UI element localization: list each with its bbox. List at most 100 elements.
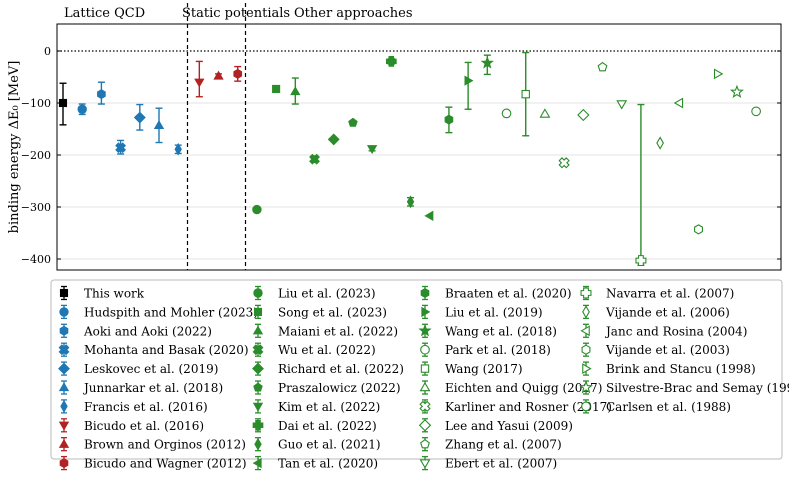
data-point-marker [97,89,106,100]
data-point-group [521,51,530,137]
legend-marker [578,380,594,394]
legend-entry: Brown and Orginos (2012) [58,437,246,452]
data-point-group [327,133,340,146]
data-point-group [694,224,703,235]
legend-label: Junnarkar et al. (2018) [82,381,223,395]
legend-label: Leskovec et al. (2019) [84,362,218,376]
group-label: Lattice QCD [64,6,145,21]
legend-label: Bicudo et al. (2016) [84,419,204,433]
legend-label: Lee and Yasui (2009) [445,419,573,433]
legend-label: Kim et al. (2022) [278,400,380,414]
y-axis: 0 −100 −200 −300 −400 [21,45,781,266]
group-label: Other approaches [294,6,413,21]
legend-marker [58,362,70,375]
data-point-marker [577,108,590,122]
data-point-marker [464,75,474,86]
legend-entry: Francis et al. (2016) [60,399,208,414]
data-point-group [673,97,684,109]
grid-lines [57,50,781,260]
data-point-marker [673,97,684,109]
group-label: Static potentials [182,6,290,21]
legend-marker [580,325,590,337]
legend-marker [58,382,70,392]
data-point-marker [694,224,703,235]
legend-label: Mohanta and Basak (2020) [84,343,249,357]
legend-label: Francis et al. (2016) [84,400,208,414]
legend-marker [253,307,263,316]
data-point-group [174,142,182,156]
data-point-group [97,81,106,105]
data-point-marker [656,136,664,150]
data-point-marker [501,108,512,119]
legend-entry: Eichten and Quigg (2017) [419,380,602,395]
y-tick-label: −300 [21,201,51,214]
legend-label: Carlsen et al. (1988) [606,400,731,414]
y-tick-label: 0 [44,45,51,58]
legend-label: Dai et al. (2022) [278,419,377,433]
legend-entry: Hudspith and Mohler (2023) [59,304,258,319]
legend-label: Brown and Orginos (2012) [84,438,246,452]
legend-marker [420,439,430,449]
legend-entry: Carlsen et al. (1988) [581,399,731,414]
legend-label: Brink and Stancu (1998) [606,362,756,376]
legend-label: Ebert et al. (2007) [445,457,557,471]
legend-entry: This work [59,285,145,301]
data-point-group [115,139,127,155]
data-point-group [444,106,454,134]
legend-marker [253,288,263,298]
legend-entry: Vijande et al. (2003) [581,342,730,357]
legend-entry: Wang et al. (2018) [418,323,557,338]
data-point-marker [366,145,378,155]
legend-marker [581,344,591,355]
legend-marker [252,402,264,412]
legend-label: Bicudo and Wagner (2012) [84,457,247,471]
data-point-marker [713,68,724,80]
legend-label: Tan et al. (2020) [278,457,378,471]
legend-marker [421,306,431,318]
data-point-group [252,204,262,215]
data-point-group [133,103,146,131]
legend-marker [420,364,430,373]
legend-entry: Zhang et al. (2007) [420,437,562,452]
legend-entry: Karliner and Rosner (2017) [419,399,612,414]
legend-label: Richard et al. (2022) [278,362,404,376]
legend-marker [58,421,70,431]
legend-marker [59,325,69,336]
legend-marker [418,323,432,337]
group-separators: Lattice QCD Static potentials Other approa… [64,3,413,270]
data-point-group [558,157,570,169]
y-tick-label: −200 [21,149,51,162]
data-point-group [464,61,474,110]
legend-label: Park et al. (2018) [445,343,551,357]
legend-marker [420,288,430,298]
data-point-group [424,210,434,222]
data-point-group [385,56,397,67]
plot-area-group [56,23,782,271]
legend-entry: Park et al. (2018) [420,342,551,357]
legend-entry: Praszalowicz (2022) [253,380,401,395]
legend-entry: Richard et al. (2022) [252,361,404,376]
data-point-marker [558,157,570,169]
data-point-group [194,60,205,98]
legend-entry: Bicudo and Wagner (2012) [59,455,247,471]
legend-label: Wu et al. (2022) [278,343,376,357]
data-point-marker [309,153,320,165]
legend-entry: Tan et al. (2020) [252,455,378,471]
legend-label: Wang (2017) [445,362,523,376]
data-point-marker [480,56,494,69]
legend-entry: Wang (2017) [420,361,523,376]
legend-marker [419,459,431,469]
data-point-marker [385,56,397,67]
data-point-group [713,68,724,80]
legend-marker [254,437,262,451]
legend-entry: Dai et al. (2022) [252,418,377,433]
legend-label: Janc and Rosina (2004) [604,324,747,338]
data-point-group [290,77,301,105]
data-point-group [366,145,378,155]
legend-entry: Junnarkar et al. (2018) [58,380,223,395]
legend-entry: Song et al. (2023) [253,304,387,319]
data-point-marker [174,142,182,156]
legend-entry: Lee and Yasui (2009) [418,418,573,433]
legend: This work Hudspith and Mohler (2023) Aoki … [50,279,789,471]
data-point-marker [233,68,243,79]
